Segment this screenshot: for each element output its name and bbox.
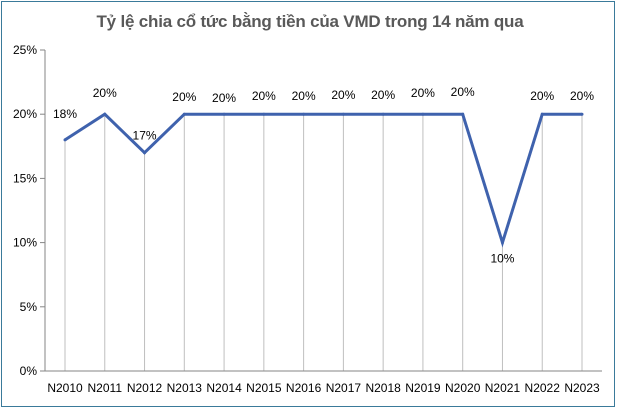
y-tick-label: 5% — [20, 300, 38, 314]
data-label: 20% — [292, 89, 316, 103]
series-group — [63, 112, 584, 248]
x-tick-label: N2011 — [88, 381, 123, 395]
y-tick-label: 20% — [13, 107, 37, 121]
axes — [44, 50, 602, 372]
x-tick-label: N2016 — [286, 381, 322, 395]
series-line — [64, 112, 582, 248]
chart-frame — [1, 1, 615, 407]
y-tick-label: 15% — [13, 171, 37, 185]
data-label: 17% — [133, 129, 157, 143]
x-tick-label: N2013 — [167, 381, 203, 395]
y-tick-label: 10% — [13, 236, 37, 250]
data-label: 20% — [451, 85, 475, 99]
x-tick-label: N2015 — [246, 381, 282, 395]
y-tick-label: 0% — [20, 364, 38, 378]
data-label: 20% — [411, 86, 435, 100]
chart-title: Tỷ lệ chia cổ tức bằng tiền của VMD tron… — [96, 12, 524, 31]
data-point — [580, 112, 584, 116]
data-point — [341, 112, 345, 116]
x-tick-label: N2018 — [365, 381, 401, 395]
y-tick-label: 25% — [13, 43, 37, 57]
data-point — [143, 151, 147, 155]
data-point — [103, 112, 107, 116]
data-label: 20% — [93, 86, 117, 100]
x-tick-label: N2010 — [47, 381, 83, 395]
x-tick-label: N2017 — [326, 381, 362, 395]
data-label: 20% — [570, 89, 594, 103]
data-point — [222, 112, 226, 116]
x-axis-ticks: N2010 N2011 N2012 N2013 N2014 N2015 N2016 N2017… — [47, 381, 600, 395]
data-point — [302, 112, 306, 116]
data-point — [381, 112, 385, 116]
x-tick-label: N2022 — [525, 381, 561, 395]
x-tick-label: N2023 — [564, 381, 600, 395]
data-point — [182, 112, 186, 116]
data-point — [461, 112, 465, 116]
x-tick-label: N2012 — [127, 381, 163, 395]
data-label: 20% — [331, 88, 355, 102]
data-labels: 18% 20% 17% 20% 20% 20% 20% 20% 20% 20% 20% 10% 20% 2… — [53, 85, 594, 265]
x-tick-label: N2020 — [445, 381, 481, 395]
data-point — [63, 138, 67, 142]
data-label: 20% — [252, 89, 276, 103]
data-point — [500, 241, 504, 245]
data-label: 20% — [530, 89, 554, 103]
drop-lines — [64, 114, 583, 371]
data-label: 18% — [53, 107, 77, 121]
x-tick-label: N2021 — [485, 381, 521, 395]
data-label: 10% — [490, 252, 514, 266]
data-label: 20% — [371, 88, 395, 102]
y-axis-ticks: 0% 5% 10% 15% 20% 25% — [13, 43, 45, 378]
data-label: 20% — [172, 90, 196, 104]
data-point — [540, 112, 544, 116]
x-tick-label: N2019 — [405, 381, 441, 395]
data-point — [262, 112, 266, 116]
data-point — [421, 112, 425, 116]
data-label: 20% — [212, 91, 236, 105]
x-tick-label: N2014 — [206, 381, 242, 395]
